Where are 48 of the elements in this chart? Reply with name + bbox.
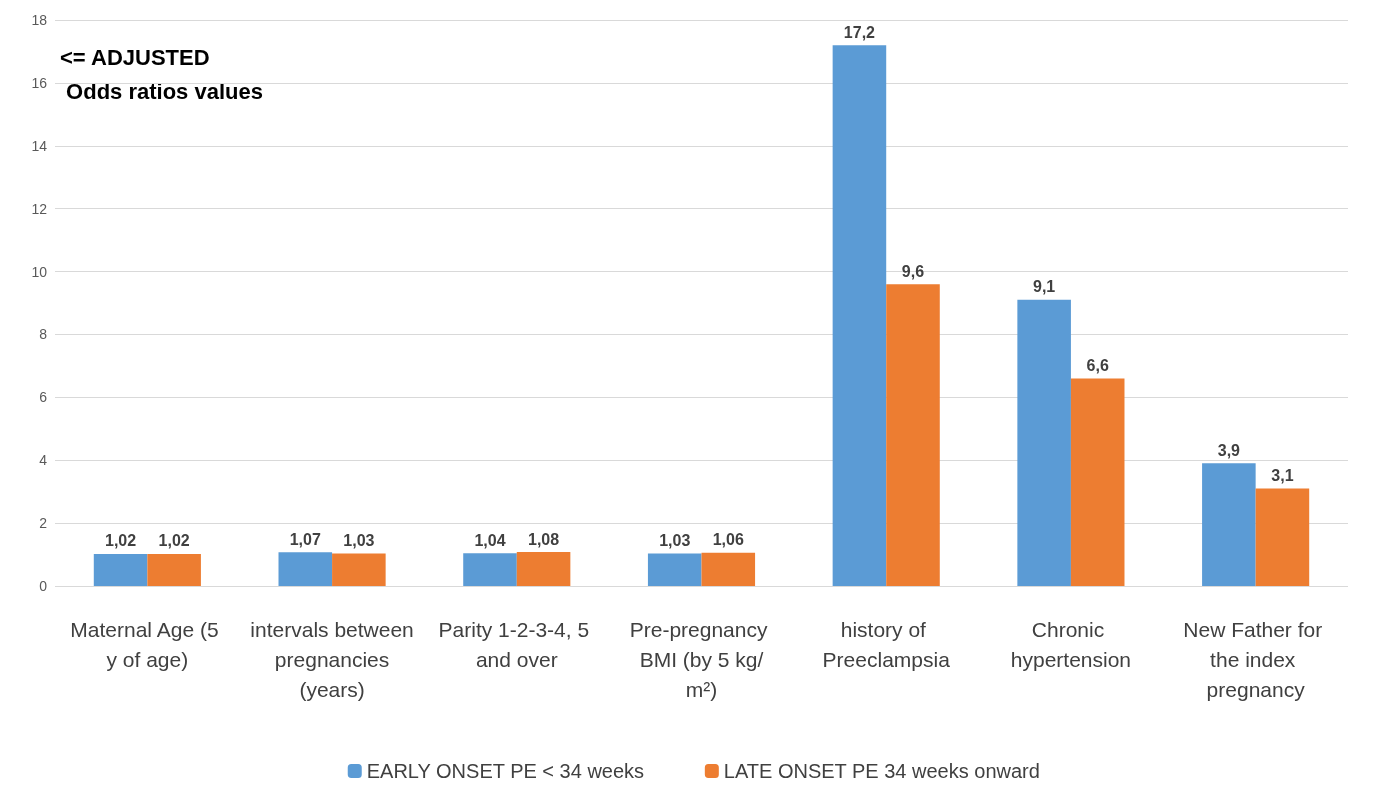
bar <box>832 45 887 586</box>
x-tick-label: Pre-pregnancy BMI (by 5 kg/m²) <box>629 617 774 701</box>
data-label: 1,07 <box>289 530 321 548</box>
y-tick-label: 16 <box>31 74 48 91</box>
data-label: 1,04 <box>474 531 506 549</box>
data-label: 3,9 <box>1217 441 1241 459</box>
data-label: 1,06 <box>712 531 744 549</box>
legend-label: EARLY ONSET PE < 34 weeks <box>366 760 645 782</box>
bar <box>463 553 517 586</box>
y-tick-label: 18 <box>31 12 48 28</box>
x-tick-label: Maternal Age (5 y of age) <box>70 617 225 671</box>
bar <box>1255 488 1310 586</box>
data-label: 9,1 <box>1033 278 1056 296</box>
x-tick-label: New Father for the index pregnancy <box>1183 617 1328 701</box>
data-label: 1,03 <box>343 532 375 550</box>
bar <box>1202 463 1256 586</box>
y-tick-label: 2 <box>39 515 48 532</box>
y-tick-label: 0 <box>39 578 48 594</box>
bar <box>647 553 702 586</box>
y-tick-label: 8 <box>39 326 48 343</box>
y-tick-label: 4 <box>39 452 48 469</box>
bar <box>1070 378 1125 586</box>
data-label: 3,1 <box>1271 467 1294 485</box>
data-label: 1,08 <box>528 530 560 548</box>
x-tick-label: Chronic hypertension <box>1010 617 1132 671</box>
bar <box>332 553 386 586</box>
bar <box>886 284 940 586</box>
data-label: 1,03 <box>659 532 691 550</box>
bar <box>1017 299 1071 586</box>
data-label: 17,2 <box>843 23 876 41</box>
y-tick-label: 14 <box>31 137 48 154</box>
annotation: <= ADJUSTED Odds ratios values <box>60 44 263 104</box>
data-label: 6,6 <box>1086 356 1109 374</box>
y-tick-label: 10 <box>31 263 48 280</box>
y-tick-label: 12 <box>31 200 48 217</box>
x-tick-label: history of Preeclampsia <box>822 617 951 671</box>
y-tick-label: 6 <box>39 389 48 406</box>
x-tick-label: Parity 1-2-3-4, 5 and over <box>438 617 595 671</box>
legend-label: LATE ONSET PE 34 weeks onward <box>723 760 1040 782</box>
data-label: 1,02 <box>158 532 190 550</box>
x-tick-label: intervals between pregnancies (years) <box>250 617 414 701</box>
bar <box>701 552 756 586</box>
data-label: 1,02 <box>105 532 137 550</box>
data-label: 9,6 <box>901 262 925 280</box>
bar <box>147 553 201 586</box>
bar <box>278 552 333 586</box>
bar <box>516 552 571 586</box>
bar <box>93 553 148 586</box>
